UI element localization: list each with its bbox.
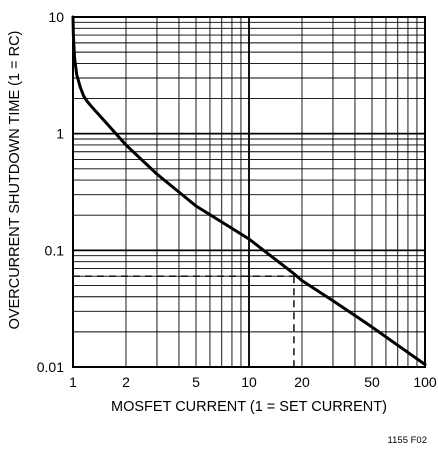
figure-code: 1155 F02 [388,435,427,446]
x-tick-label: 10 [241,374,257,390]
y-tick-labels: 0.01 0.1 1 10 [37,9,64,375]
x-tick-label: 5 [192,374,200,390]
y-axis-label: OVERCURRENT SHUTDOWN TIME (1 = RC) [7,31,23,330]
y-tick-label: 0.01 [37,359,64,375]
x-tick-label: 100 [413,374,437,390]
x-tick-labels: 1 2 5 10 20 50 100 [69,374,437,390]
series-line [71,15,427,367]
guide-lines [73,275,295,367]
y-tick-label: 1 [56,126,64,142]
y-tick-label: 10 [48,9,64,25]
x-tick-label: 20 [294,374,310,390]
x-tick-label: 50 [364,374,380,390]
series-layer [71,15,427,367]
x-axis-label: MOSFET CURRENT (1 = SET CURRENT) [111,399,387,415]
x-tick-label: 2 [122,374,130,390]
y-tick-label: 0.1 [45,242,65,258]
plot-frame [72,16,426,368]
x-tick-label: 1 [69,374,77,390]
